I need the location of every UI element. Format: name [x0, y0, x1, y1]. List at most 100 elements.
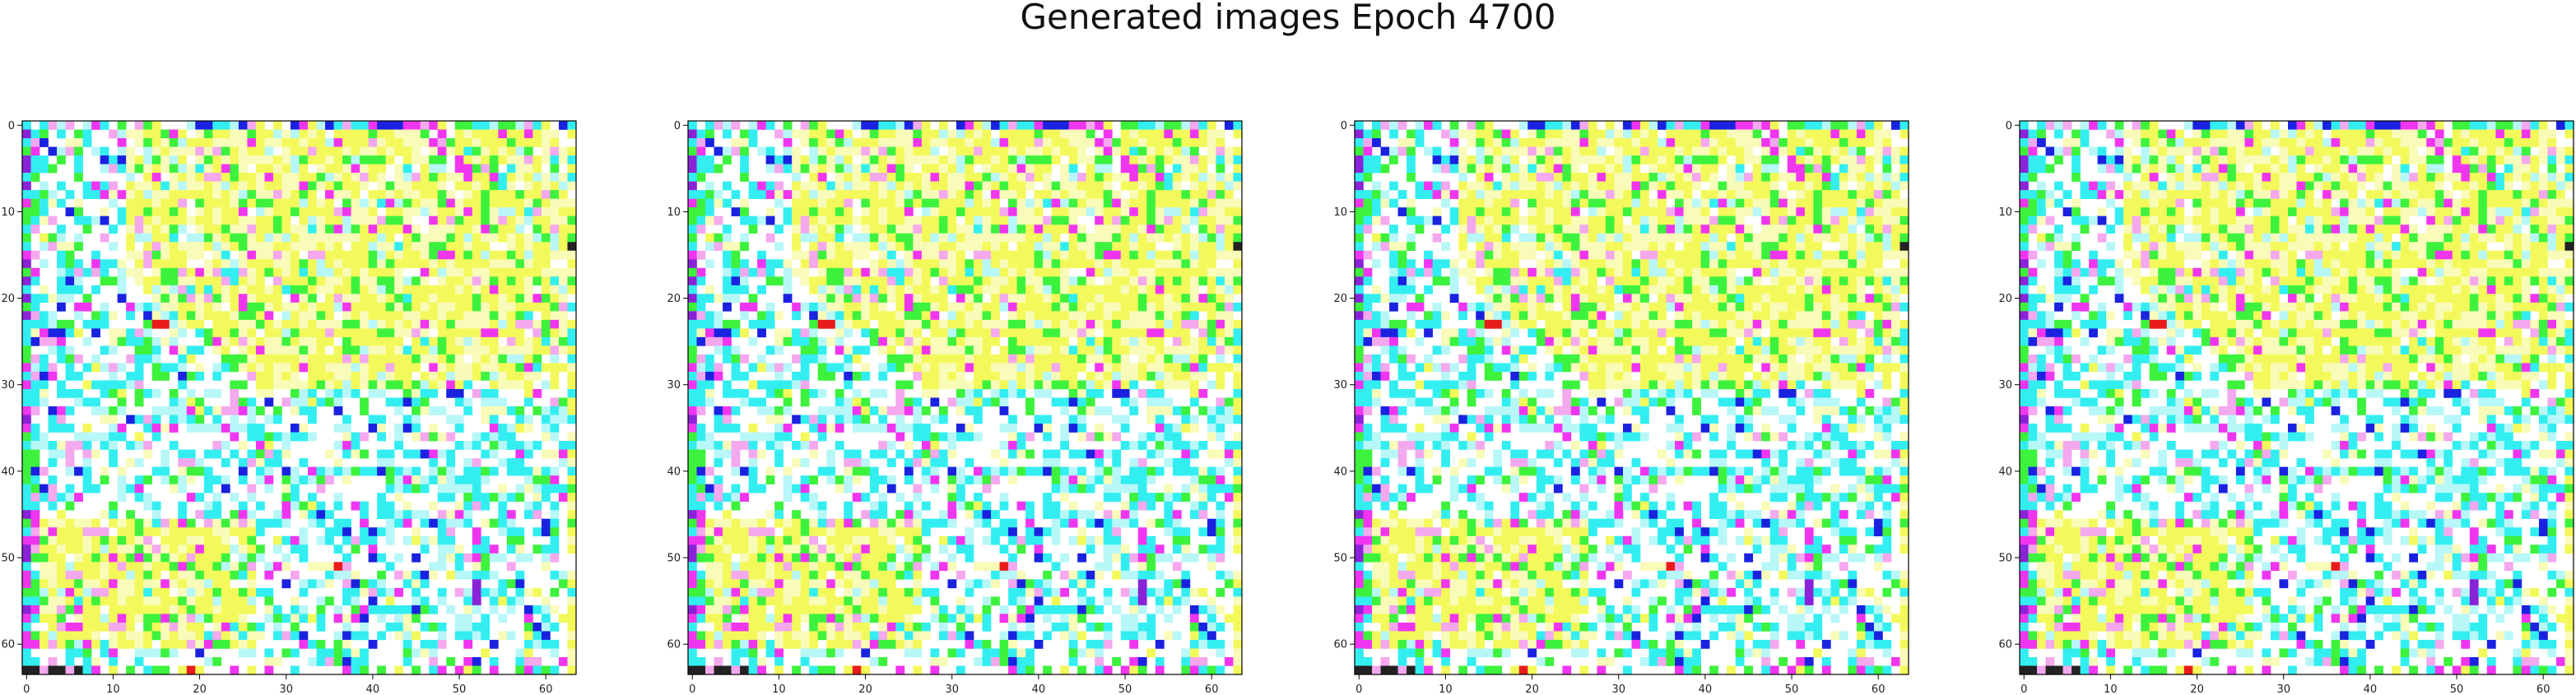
heatmap-cell	[886, 164, 896, 174]
heatmap-cell	[57, 129, 66, 139]
heatmap-cell	[938, 302, 948, 312]
heatmap-cell	[930, 173, 940, 182]
heatmap-cell	[489, 415, 499, 424]
heatmap-cell	[974, 302, 983, 312]
heatmap-cell	[1120, 242, 1130, 252]
heatmap-cell	[429, 302, 439, 312]
heatmap-cell	[886, 250, 896, 260]
heatmap-cell	[238, 146, 248, 156]
heatmap-cell	[308, 146, 317, 156]
heatmap-cell	[74, 648, 83, 658]
heatmap-cell	[91, 639, 100, 649]
heatmap-cell	[1051, 129, 1061, 139]
heatmap-cell	[195, 328, 205, 338]
heatmap-cell	[999, 406, 1009, 415]
heatmap-cell	[515, 242, 525, 252]
heatmap-cell	[878, 225, 888, 234]
heatmap-cell	[299, 639, 309, 649]
heatmap-cell	[385, 285, 395, 294]
heatmap-cell	[800, 233, 810, 243]
heatmap-cell	[351, 656, 360, 666]
heatmap-cell	[281, 510, 291, 520]
heatmap-cell	[264, 233, 274, 243]
heatmap-cell	[481, 336, 491, 346]
heatmap-cell	[550, 173, 560, 182]
heatmap-cell	[1137, 363, 1147, 373]
heatmap-cell	[57, 639, 66, 649]
heatmap-cell	[1189, 207, 1199, 216]
heatmap-cell	[377, 138, 386, 147]
heatmap-cell	[264, 129, 274, 139]
heatmap-cell	[360, 579, 369, 589]
heatmap-cell	[109, 363, 118, 373]
heatmap-cell	[921, 155, 931, 164]
heatmap-cell	[541, 553, 551, 563]
heatmap-cell	[1164, 146, 1174, 156]
heatmap-cell	[143, 388, 153, 398]
heatmap-cell	[126, 173, 136, 182]
heatmap-cell	[143, 665, 153, 675]
heatmap-cell	[126, 207, 136, 216]
heatmap-cell	[826, 164, 836, 174]
heatmap-cell	[1207, 155, 1216, 164]
heatmap-cell	[420, 190, 430, 199]
heatmap-cell	[826, 285, 836, 294]
heatmap-cell	[186, 631, 196, 641]
heatmap-cell	[886, 363, 896, 373]
heatmap-cell	[1164, 380, 1174, 390]
heatmap-cell	[342, 527, 351, 537]
heatmap-cell	[402, 656, 412, 666]
heatmap-cell	[886, 233, 896, 243]
heatmap-cell	[532, 164, 542, 174]
heatmap-cell	[852, 354, 862, 364]
heatmap-cell	[368, 121, 378, 130]
heatmap-cell	[1129, 397, 1139, 407]
heatmap-cell	[360, 527, 369, 537]
heatmap-cell	[792, 198, 802, 208]
heatmap-cell	[515, 493, 525, 502]
heatmap-cell	[412, 388, 421, 398]
heatmap-cell	[420, 121, 430, 130]
heatmap-cell	[999, 242, 1009, 252]
heatmap-cell	[463, 250, 473, 260]
heatmap-cell	[126, 510, 136, 520]
heatmap-cell	[134, 129, 144, 139]
heatmap-cell	[169, 535, 179, 545]
heatmap-cell	[446, 198, 456, 208]
heatmap-cell	[1034, 242, 1044, 252]
heatmap-cell	[203, 181, 213, 191]
heatmap-cell	[1120, 397, 1130, 407]
heatmap-cell	[481, 406, 491, 415]
heatmap-cell	[134, 579, 144, 589]
heatmap-cell	[567, 518, 577, 528]
heatmap-cell	[541, 302, 551, 312]
heatmap-cell	[40, 328, 49, 338]
heatmap-cell	[230, 319, 239, 329]
heatmap-cell	[160, 294, 170, 303]
heatmap-cell	[523, 631, 533, 641]
heatmap-cell	[1189, 198, 1199, 208]
heatmap-cell	[221, 622, 230, 632]
heatmap-cell	[74, 328, 83, 338]
heatmap-cell	[1198, 129, 1208, 139]
heatmap-cell	[1060, 138, 1069, 147]
heatmap-cell	[203, 198, 213, 208]
heatmap-cell	[437, 181, 447, 191]
heatmap-cell	[151, 510, 161, 520]
heatmap-cell	[109, 562, 118, 572]
heatmap-cell	[221, 424, 230, 433]
heatmap-cell	[965, 336, 974, 346]
heatmap-cell	[394, 345, 403, 355]
heatmap-cell	[1146, 276, 1156, 286]
heatmap-cell	[1043, 233, 1052, 243]
heatmap-cell	[783, 121, 793, 130]
heatmap-cell	[385, 267, 395, 277]
heatmap-cell	[541, 449, 551, 459]
heatmap-cell	[186, 458, 196, 467]
heatmap-cell	[368, 294, 378, 303]
heatmap-cell	[143, 225, 153, 234]
heatmap-cell	[506, 173, 516, 182]
heatmap-cell	[515, 233, 525, 243]
heatmap-cell	[705, 215, 714, 225]
heatmap-cell	[965, 181, 974, 191]
